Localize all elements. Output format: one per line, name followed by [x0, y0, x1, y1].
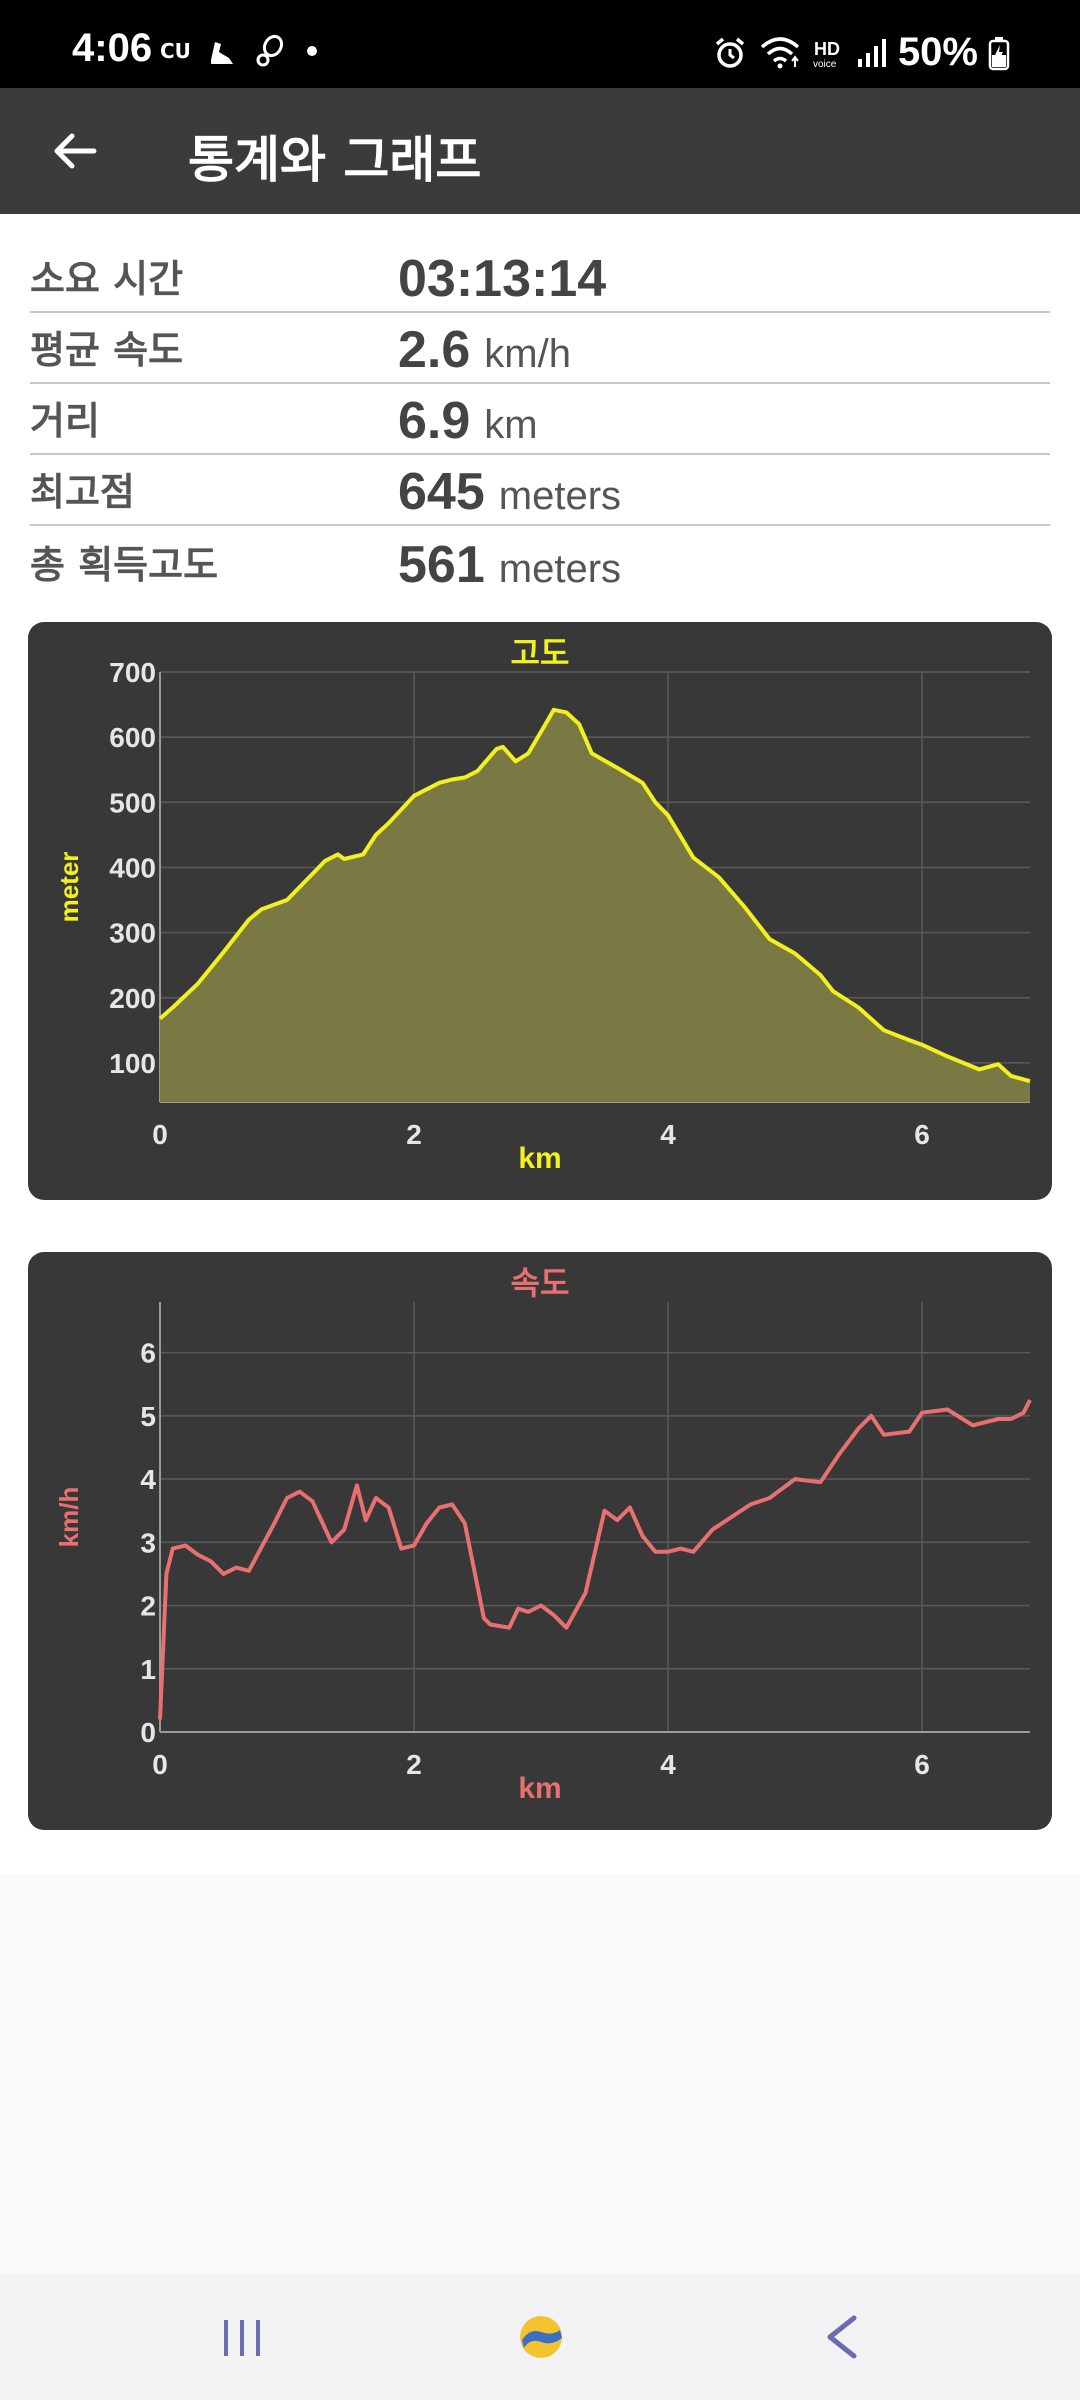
- speed-chart-svg: 0 2 4 6 0 1 2 3 4 5 6 속도 km km/h: [54, 1264, 1032, 1805]
- y-tick-label: 700: [109, 657, 156, 688]
- speed-chart: 0 2 4 6 0 1 2 3 4 5 6 속도 km km/h: [28, 1252, 1052, 1830]
- stat-row-duration: 소요 시간 03:13:14: [30, 242, 1050, 313]
- y-tick-label: 6: [140, 1338, 156, 1369]
- carrier-label: CU: [160, 39, 191, 63]
- x-axis-label: km: [518, 1772, 561, 1805]
- stat-value: 561: [398, 536, 485, 594]
- home-icon[interactable]: [518, 2314, 564, 2360]
- y-tick-label: 400: [109, 852, 156, 883]
- elevation-area: [160, 709, 1030, 1102]
- elevation-chart-svg: 0 2 4 6 100 200 300 400 500 600 700 고도 km meter: [54, 634, 1031, 1175]
- recent-apps-icon[interactable]: [222, 2318, 262, 2358]
- back-icon[interactable]: [822, 2314, 862, 2360]
- page-title: 통계와 그래프: [188, 131, 482, 189]
- stats-table: 소요 시간 03:13:14 평균 속도 2.6 km/h 거리 6.9 km …: [30, 242, 1050, 597]
- stat-value: 645: [398, 463, 485, 521]
- stat-label: 최고점: [30, 470, 135, 514]
- stat-label: 평균 속도: [30, 328, 184, 372]
- y-tick-label: 0: [140, 1717, 156, 1748]
- x-tick-label: 2: [406, 1749, 422, 1780]
- content-area: 소요 시간 03:13:14 평균 속도 2.6 km/h 거리 6.9 km …: [0, 214, 1080, 1874]
- x-tick-label: 6: [914, 1749, 930, 1780]
- back-button[interactable]: [42, 118, 108, 184]
- y-tick-label: 100: [109, 1048, 156, 1079]
- y-tick-label: 600: [109, 722, 156, 753]
- stat-row-avg-speed: 평균 속도 2.6 km/h: [30, 313, 1050, 384]
- x-tick-label: 6: [914, 1119, 930, 1150]
- y-tick-label: 300: [109, 918, 156, 949]
- footprint-icon: [256, 34, 283, 67]
- status-left-icons: CU: [160, 34, 317, 68]
- x-axis-label: km: [518, 1142, 561, 1175]
- x-tick-label: 4: [660, 1749, 676, 1780]
- x-tick-label: 2: [406, 1119, 422, 1150]
- stat-unit: meters: [498, 547, 622, 591]
- chart-title: 속도: [511, 1264, 570, 1302]
- hd-voice-icon: HD voice: [813, 39, 840, 70]
- stat-row-max-elevation: 최고점 645 meters: [30, 455, 1050, 526]
- stat-label: 소요 시간: [30, 257, 184, 301]
- x-tick-label: 0: [152, 1119, 168, 1150]
- elevation-chart: 0 2 4 6 100 200 300 400 500 600 700 고도 km meter: [28, 622, 1052, 1200]
- y-tick-label: 4: [140, 1464, 156, 1495]
- chart-title: 고도: [511, 634, 570, 672]
- status-right-icons: HD voice 50%: [712, 30, 1010, 75]
- app-bar: 통계와 그래프: [0, 88, 1080, 214]
- stat-row-distance: 거리 6.9 km: [30, 384, 1050, 455]
- signal-icon: [857, 38, 886, 67]
- y-tick-label: 5: [140, 1401, 156, 1432]
- series-line: [158, 707, 1031, 1084]
- x-tick-label: 0: [152, 1749, 168, 1780]
- y-axis-label: meter: [54, 852, 84, 923]
- y-tick-label: 200: [109, 983, 156, 1014]
- battery-percent: 50%: [897, 30, 978, 74]
- status-bar: 4:06 CU HD voice: [0, 0, 1080, 88]
- battery-icon: [988, 36, 1010, 70]
- y-tick-label: 1: [140, 1654, 156, 1685]
- stat-value: 6.9: [398, 392, 471, 450]
- svg-text:voice: voice: [813, 59, 837, 70]
- arrow-left-icon: [54, 133, 97, 169]
- y-tick-label: 500: [109, 787, 156, 818]
- shoe-icon: [210, 42, 233, 64]
- y-tick-label: 2: [140, 1591, 156, 1622]
- nav-bar: [0, 2274, 1080, 2400]
- stat-label: 총 획득고도: [30, 543, 219, 587]
- series-line: [158, 1399, 1032, 1720]
- svg-text:HD: HD: [814, 39, 840, 59]
- dot-icon: [306, 46, 317, 56]
- stat-unit: meters: [498, 474, 622, 518]
- y-axis-label: km/h: [54, 1487, 84, 1548]
- alarm-icon: [715, 37, 745, 68]
- status-time: 4:06: [72, 26, 153, 70]
- stat-row-elevation-gain: 총 획득고도 561 meters: [30, 526, 1050, 597]
- stat-value: 2.6: [398, 321, 471, 379]
- stat-unit: km/h: [484, 332, 571, 376]
- stat-label: 거리: [30, 399, 100, 443]
- stat-value: 03:13:14: [398, 250, 607, 308]
- x-tick-label: 4: [660, 1119, 676, 1150]
- stat-unit: km: [484, 403, 538, 447]
- y-tick-label: 3: [140, 1527, 156, 1558]
- wifi-icon: [760, 36, 800, 68]
